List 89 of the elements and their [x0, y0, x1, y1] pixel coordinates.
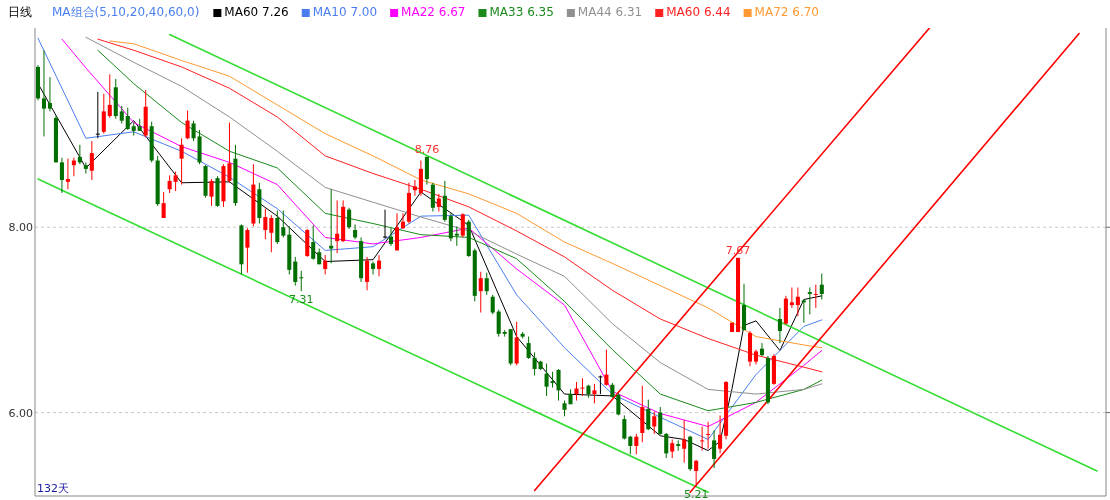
annotation: 132天 — [37, 482, 69, 495]
candlestick — [59, 157, 64, 194]
candlestick — [329, 188, 334, 264]
candlestick — [245, 227, 250, 274]
candlestick — [400, 212, 405, 230]
candlestick — [311, 224, 316, 261]
candlestick — [454, 225, 459, 247]
candlestick — [47, 76, 52, 112]
candlestick — [759, 342, 764, 357]
candlestick — [161, 191, 166, 219]
candlestick — [777, 307, 782, 344]
candlestick — [299, 270, 304, 292]
candlestick — [598, 375, 603, 395]
legend-label: MA60 7.26 — [224, 5, 289, 19]
candlestick — [353, 223, 358, 240]
candlestick — [269, 214, 274, 253]
candlestick — [365, 256, 370, 291]
chart-title: 日线 — [8, 5, 32, 19]
candlestick — [347, 207, 352, 230]
candlestick — [718, 414, 723, 454]
legend-label: MA44 6.31 — [577, 5, 643, 19]
candlestick — [795, 286, 800, 317]
candlestick — [807, 286, 812, 315]
legend-title: MA组合(5,10,20,40,60,0) — [52, 5, 200, 19]
legend-label: MA60 6.44 — [666, 5, 731, 19]
candlestick — [388, 227, 394, 247]
candlestick — [628, 435, 633, 455]
candlestick — [89, 140, 94, 181]
candlestick — [125, 107, 130, 131]
candlestick — [107, 73, 112, 119]
candlestick — [670, 438, 675, 459]
candlestick — [544, 362, 549, 397]
candlestick — [622, 414, 627, 440]
annotation: 8.76 — [414, 142, 440, 156]
candlestick — [263, 208, 268, 240]
candlestick — [41, 49, 47, 137]
candlestick — [694, 459, 699, 487]
candlestick — [706, 421, 711, 450]
candlestick — [478, 271, 483, 314]
legend-label: MA10 7.00 — [312, 5, 378, 19]
candlestick — [658, 406, 663, 436]
candlestick — [682, 419, 687, 464]
candlestick — [430, 182, 435, 212]
annotation: 5.21 — [683, 487, 709, 500]
candlestick — [65, 158, 70, 190]
candlestick — [634, 433, 639, 455]
candlestick — [424, 156, 429, 186]
candlestick — [496, 309, 501, 338]
candlestick — [382, 209, 388, 239]
candlestick — [335, 199, 340, 254]
legend-label: MA72 6.70 — [754, 5, 819, 19]
candlestick — [460, 212, 465, 238]
candlestick — [592, 383, 597, 404]
candlestick — [101, 93, 106, 135]
candlestick — [179, 137, 184, 186]
candlestick — [394, 212, 400, 251]
candlestick — [436, 193, 441, 212]
candlestick — [604, 349, 609, 387]
candlestick — [789, 286, 794, 309]
candlestick — [323, 254, 328, 276]
candlestick — [490, 294, 495, 315]
candlestick — [700, 426, 705, 452]
candlestick — [448, 212, 453, 242]
candlestick — [616, 392, 621, 416]
candlestick — [293, 256, 298, 287]
candlestick — [484, 272, 489, 296]
candlestick — [371, 261, 376, 276]
candlestick — [209, 178, 214, 207]
legend-label: MA22 6.67 — [401, 5, 466, 19]
candlestick — [664, 432, 669, 459]
candlestick — [83, 161, 88, 174]
y-tick-label: 6.00 — [8, 406, 33, 420]
candlestick — [813, 284, 818, 309]
candlestick — [819, 273, 824, 301]
candlestick — [676, 439, 681, 452]
candlestick — [281, 210, 286, 238]
legend-label: MA33 6.35 — [489, 5, 554, 19]
candlestick — [173, 171, 178, 192]
candlestick — [185, 109, 190, 140]
candlestick — [412, 179, 417, 197]
candlestick — [377, 254, 382, 277]
candlestick — [652, 411, 657, 435]
candlestick — [712, 429, 717, 469]
candlestick — [191, 120, 196, 142]
candlestick — [526, 336, 531, 360]
candlestick — [95, 91, 100, 139]
candlestick — [646, 399, 651, 431]
y-tick-label: 8.00 — [8, 221, 33, 235]
candlestick — [532, 351, 537, 377]
